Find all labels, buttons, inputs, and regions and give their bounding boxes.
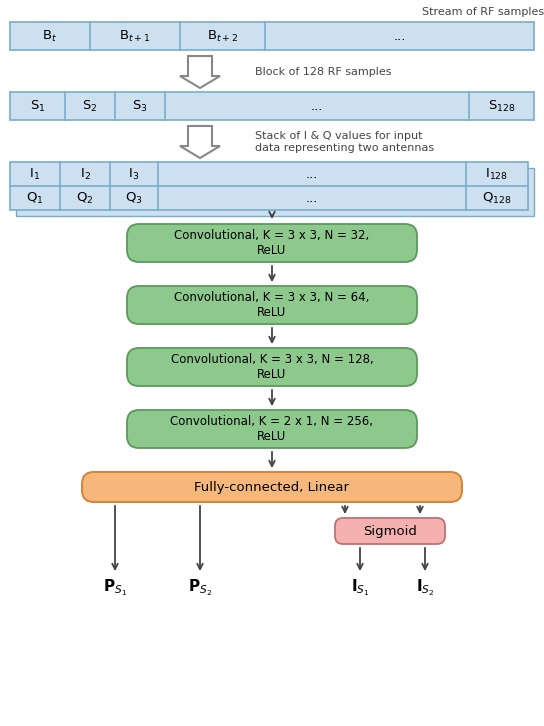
Polygon shape [180, 126, 220, 158]
Text: B$_{t+1}$: B$_{t+1}$ [119, 28, 151, 44]
FancyBboxPatch shape [127, 224, 417, 262]
Polygon shape [180, 56, 220, 88]
Text: S$_3$: S$_3$ [132, 99, 148, 113]
Text: Convolutional, K = 3 x 3, N = 128,
ReLU: Convolutional, K = 3 x 3, N = 128, ReLU [171, 353, 373, 381]
Bar [10, 92, 534, 120]
Text: ...: ... [311, 99, 323, 113]
Text: I$_1$: I$_1$ [29, 166, 40, 182]
Text: I$_2$: I$_2$ [79, 166, 90, 182]
Text: ...: ... [306, 168, 318, 181]
Bar [16, 168, 534, 216]
Bar [10, 22, 534, 50]
FancyBboxPatch shape [127, 410, 417, 448]
FancyBboxPatch shape [127, 348, 417, 386]
Text: I$_{S_2}$: I$_{S_2}$ [416, 578, 434, 598]
Text: P$_{S_1}$: P$_{S_1}$ [103, 578, 127, 598]
Text: Sigmoid: Sigmoid [363, 524, 417, 537]
Text: Stack of I & Q values for input: Stack of I & Q values for input [255, 131, 423, 141]
Text: data representing two antennas: data representing two antennas [255, 143, 434, 153]
Text: Fully-connected, Linear: Fully-connected, Linear [195, 481, 349, 494]
Text: Q$_2$: Q$_2$ [76, 190, 94, 205]
Text: Convolutional, K = 3 x 3, N = 64,
ReLU: Convolutional, K = 3 x 3, N = 64, ReLU [174, 291, 370, 319]
Text: ...: ... [306, 192, 318, 205]
Text: S$_2$: S$_2$ [82, 99, 98, 113]
Text: S$_1$: S$_1$ [30, 99, 45, 113]
Text: Q$_{128}$: Q$_{128}$ [482, 190, 512, 205]
FancyBboxPatch shape [82, 472, 462, 502]
Text: P$_{S_2}$: P$_{S_2}$ [188, 578, 212, 598]
FancyBboxPatch shape [127, 286, 417, 324]
Bar [10, 162, 528, 210]
Text: I$_{128}$: I$_{128}$ [485, 166, 509, 182]
Text: I$_{S_1}$: I$_{S_1}$ [351, 578, 369, 598]
Text: S$_{128}$: S$_{128}$ [488, 99, 515, 113]
FancyBboxPatch shape [335, 518, 445, 544]
Text: Q$_1$: Q$_1$ [26, 190, 44, 205]
Text: ...: ... [393, 30, 406, 43]
Text: Convolutional, K = 2 x 1, N = 256,
ReLU: Convolutional, K = 2 x 1, N = 256, ReLU [170, 415, 374, 443]
Text: B$_t$: B$_t$ [42, 28, 58, 44]
Text: B$_{t+2}$: B$_{t+2}$ [207, 28, 238, 44]
Text: Q$_3$: Q$_3$ [125, 190, 143, 205]
Text: Block of 128 RF samples: Block of 128 RF samples [255, 67, 392, 77]
Text: I$_3$: I$_3$ [128, 166, 140, 182]
Text: Stream of RF samples: Stream of RF samples [422, 7, 544, 17]
Text: Convolutional, K = 3 x 3, N = 32,
ReLU: Convolutional, K = 3 x 3, N = 32, ReLU [175, 229, 369, 257]
